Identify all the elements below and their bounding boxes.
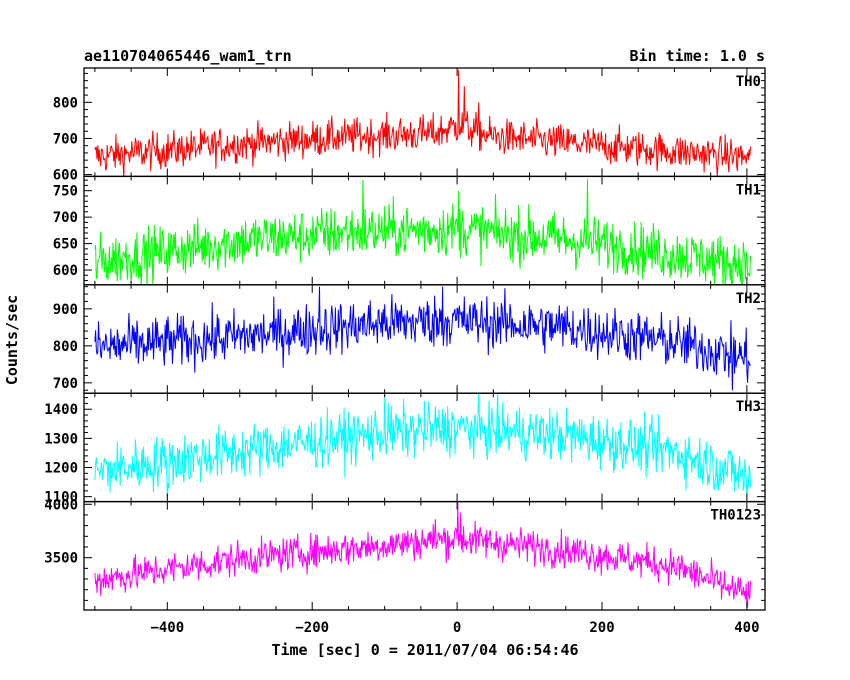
panel-frame <box>83 67 766 178</box>
y-tick-label: 4000 <box>44 497 78 513</box>
panel-label: TH0123 <box>710 508 761 524</box>
y-tick-label: 800 <box>53 339 78 355</box>
y-tick-label: 700 <box>53 376 78 392</box>
x-tick-label: −200 <box>295 620 329 636</box>
series-line-th2 <box>94 286 751 391</box>
panel-th3: 1100 1200 1300 1400 TH3 <box>44 392 766 506</box>
y-tick-label: 700 <box>53 131 78 147</box>
x-axis-label: Time [sec] 0 = 2011/07/04 06:54:46 <box>271 641 578 659</box>
panel-frame <box>83 500 766 611</box>
y-tick-label: 700 <box>53 210 78 226</box>
x-tick-label: 0 <box>453 620 461 636</box>
x-tick-label: −400 <box>150 620 184 636</box>
y-tick-label: 1300 <box>44 431 78 447</box>
y-tick-label: 800 <box>53 95 78 111</box>
y-tick-label: 1200 <box>44 461 78 477</box>
panel-th0: 600 700 800 TH0 <box>53 67 766 184</box>
panel-label: TH2 <box>736 291 761 307</box>
series-line-th1 <box>94 178 751 285</box>
y-tick-label: 900 <box>53 302 78 318</box>
y-tick-label: 750 <box>53 184 78 200</box>
panel-label: TH1 <box>736 182 761 198</box>
y-tick-label: 1400 <box>44 402 78 418</box>
panel-label: TH3 <box>736 399 761 415</box>
panels-group: 600 700 800 TH0 600 650 700 750 TH1 700 800 900 TH2 1… <box>44 67 766 636</box>
series-line-th0123 <box>94 502 751 608</box>
y-tick-label: 600 <box>53 263 78 279</box>
x-tick-label: 200 <box>589 620 614 636</box>
panel-th2: 700 800 900 TH2 <box>53 284 766 394</box>
x-tick-label: 400 <box>734 620 759 636</box>
bin-time-label: Bin time: 1.0 s <box>630 47 765 65</box>
panel-th0123: 3500 4000 TH0123 <box>44 497 766 611</box>
y-tick-label: 600 <box>53 168 78 184</box>
series-line-th0 <box>94 69 751 177</box>
y-tick-label: 650 <box>53 237 78 253</box>
series-line-th3 <box>94 393 751 500</box>
panel-label: TH0 <box>736 74 761 90</box>
obs-id-title: ae110704065446_wam1_trn <box>84 47 292 65</box>
panel-th1: 600 650 700 750 TH1 <box>53 175 766 286</box>
y-tick-label: 1100 <box>44 490 78 506</box>
y-axis-label: Counts/sec <box>3 295 21 385</box>
y-tick-label: 3500 <box>44 551 78 567</box>
